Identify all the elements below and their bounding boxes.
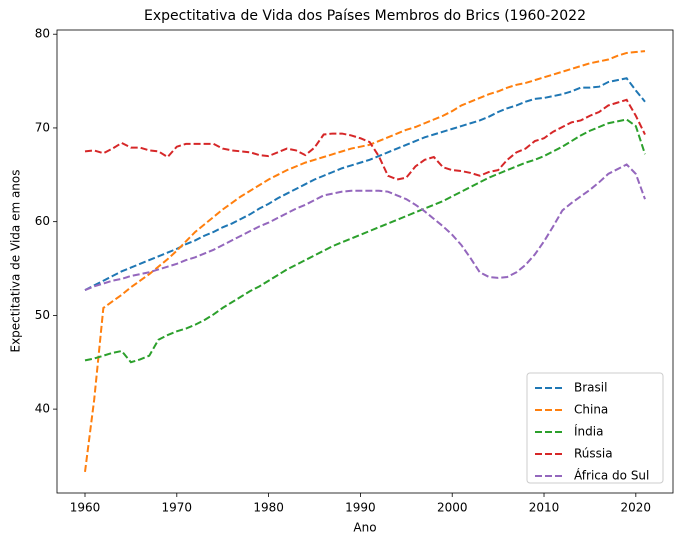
y-tick-label: 80	[35, 27, 50, 41]
series-line	[84, 163, 646, 292]
chart-title: Expectitativa de Vida dos Países Membros…	[144, 8, 586, 24]
y-axis-label: Expectitativa de Vida em anos	[9, 169, 23, 352]
x-tick-label: 2020	[621, 501, 652, 515]
legend-label: Índia	[574, 424, 603, 439]
legend-label: Brasil	[574, 381, 607, 395]
y-tick-label: 70	[35, 120, 50, 134]
legend-label: África do Sul	[574, 468, 649, 483]
series-line	[84, 50, 646, 473]
series-line	[84, 118, 646, 364]
y-tick-label: 60	[35, 214, 50, 228]
x-tick-label: 1970	[162, 501, 193, 515]
y-tick-label: 40	[35, 402, 50, 416]
x-axis-label: Ano	[353, 521, 376, 535]
legend-box	[526, 372, 664, 484]
plot-frame	[56, 29, 674, 494]
series-line	[84, 98, 646, 181]
x-tick-label: 2010	[529, 501, 560, 515]
legend-label: China	[574, 403, 608, 417]
x-tick-label: 1960	[70, 501, 101, 515]
legend-label: Rússia	[574, 447, 613, 461]
x-tick-label: 2000	[437, 501, 468, 515]
x-tick-label: 1980	[253, 501, 284, 515]
series-line	[84, 77, 646, 291]
y-tick-label: 50	[35, 308, 50, 322]
x-tick-label: 1990	[345, 501, 376, 515]
